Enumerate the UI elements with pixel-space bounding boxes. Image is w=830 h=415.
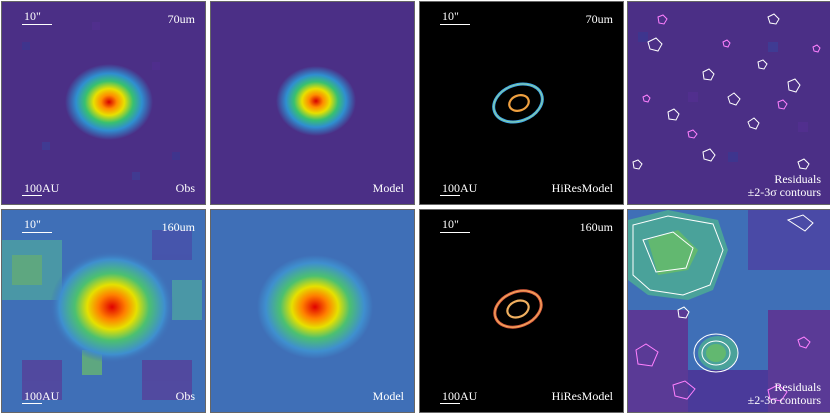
panel-label: Model	[372, 389, 404, 403]
au-scale-label: 100AU	[442, 389, 478, 403]
obs-image-160um	[2, 210, 205, 412]
arcsec-scale-bar	[22, 232, 52, 233]
contours-label: ±2-3σ contours	[747, 185, 821, 199]
panel-label: Obs	[175, 389, 195, 403]
residuals-label: Residuals	[774, 172, 821, 186]
band-label: 70um	[585, 12, 613, 26]
panel-70um-obs: 10" 70um 100AU Obs	[1, 1, 206, 205]
au-scale-bar	[440, 195, 460, 196]
arcsec-scale-label: 10"	[24, 217, 41, 231]
panel-label: Residuals ±2-3σ contours	[748, 381, 821, 407]
arcsec-scale-label: 10"	[24, 9, 41, 23]
residual-image-160um	[628, 210, 830, 412]
arcsec-scale-label: 10"	[442, 217, 459, 231]
residuals-label: Residuals	[774, 380, 821, 394]
hires-image-160um	[420, 210, 623, 412]
panel-label: Model	[372, 181, 404, 195]
panel-label: Obs	[175, 181, 195, 195]
au-scale-bar	[22, 403, 42, 404]
au-scale-bar	[22, 195, 42, 196]
arcsec-scale-bar	[22, 24, 52, 25]
contours-label: ±2-3σ contours	[747, 393, 821, 407]
band-label: 160um	[579, 220, 613, 234]
panel-70um-hires: 10" 70um 100AU HiResModel	[419, 1, 624, 205]
model-image-70um	[211, 2, 414, 204]
panel-70um-model: Model	[210, 1, 415, 205]
arcsec-scale-bar	[440, 232, 470, 233]
panel-label: HiResModel	[551, 389, 613, 403]
residual-image-70um	[628, 2, 830, 204]
model-image-160um	[211, 210, 414, 412]
au-scale-bar	[440, 403, 460, 404]
panel-160um-hires: 10" 160um 100AU HiResModel	[419, 209, 624, 413]
band-label: 70um	[167, 12, 195, 26]
au-scale-label: 100AU	[24, 181, 60, 195]
panel-160um-obs: 10" 160um 100AU Obs	[1, 209, 206, 413]
band-label: 160um	[161, 220, 195, 234]
arcsec-scale-label: 10"	[442, 9, 459, 23]
panel-label: HiResModel	[551, 181, 613, 195]
hires-image-70um	[420, 2, 623, 204]
arcsec-scale-bar	[440, 24, 470, 25]
panel-160um-model: Model	[210, 209, 415, 413]
panel-160um-residuals: Residuals ±2-3σ contours	[627, 209, 830, 413]
panel-70um-residuals: Residuals ±2-3σ contours	[627, 1, 830, 205]
panel-label: Residuals ±2-3σ contours	[748, 173, 821, 199]
au-scale-label: 100AU	[442, 181, 478, 195]
au-scale-label: 100AU	[24, 389, 60, 403]
obs-image-70um	[2, 2, 205, 204]
